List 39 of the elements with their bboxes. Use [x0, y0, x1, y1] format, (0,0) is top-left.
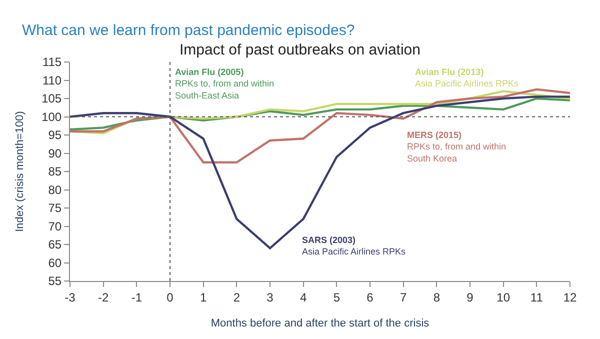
y-tick-label: 95: [48, 128, 62, 142]
y-tick-label: 65: [48, 238, 62, 252]
line-series: [70, 97, 570, 131]
x-tick-label: 11: [530, 290, 544, 304]
y-tick-label: 110: [42, 73, 62, 88]
y-tick-label: 80: [48, 182, 62, 197]
x-tick-label: 0: [166, 290, 174, 304]
x-tick-label: 1: [200, 290, 207, 304]
y-tick-label: 105: [42, 92, 62, 106]
x-tick-label: -3: [64, 290, 76, 304]
x-tick-label: 12: [563, 290, 577, 304]
line-series: [70, 88, 570, 164]
x-tick-label: 6: [366, 290, 374, 304]
chart-title: What can we learn from past pandemic episodes?: [22, 22, 355, 39]
y-tick-label: 75: [48, 201, 62, 216]
y-tick-label: 90: [48, 146, 62, 160]
x-tick-label: -1: [131, 290, 142, 304]
x-tick-label: 2: [233, 290, 240, 304]
y-axis-title: Index (crisis month=100): [14, 111, 26, 232]
annotation: Avian Flu (2013) Asia Pacific Airlines RPKs: [415, 67, 520, 89]
x-axis-title: Months before and after the start of the crisis: [210, 318, 430, 330]
y-tick-label: 85: [48, 164, 62, 179]
x-tick-label: 7: [400, 290, 407, 304]
x-tick-label: 5: [333, 290, 340, 304]
x-tick-label: 3: [266, 290, 274, 304]
annotation: Avian Flu (2005) RPKs to, from and within South-East Asia: [175, 67, 274, 100]
x-tick-label: 10: [496, 290, 510, 304]
x-tick-label: 8: [433, 290, 440, 304]
y-tick-label: 115: [42, 55, 62, 70]
x-tick-label: -2: [98, 290, 109, 304]
annotation: SARS (2003) Asia Pacific Airlines RPKs: [302, 235, 406, 257]
x-tick-label: 9: [466, 290, 474, 304]
y-tick-label: 55: [48, 274, 62, 288]
x-tick-label: 4: [300, 290, 307, 304]
chart-subtitle: Impact of past outbreaks on aviation: [180, 42, 420, 59]
y-tick-label: 100: [42, 110, 62, 124]
annotation: MERS (2015) RPKs to, from and within South Korea: [407, 130, 506, 164]
y-tick-label: 60: [48, 256, 62, 270]
y-tick-label: 70: [48, 219, 62, 234]
